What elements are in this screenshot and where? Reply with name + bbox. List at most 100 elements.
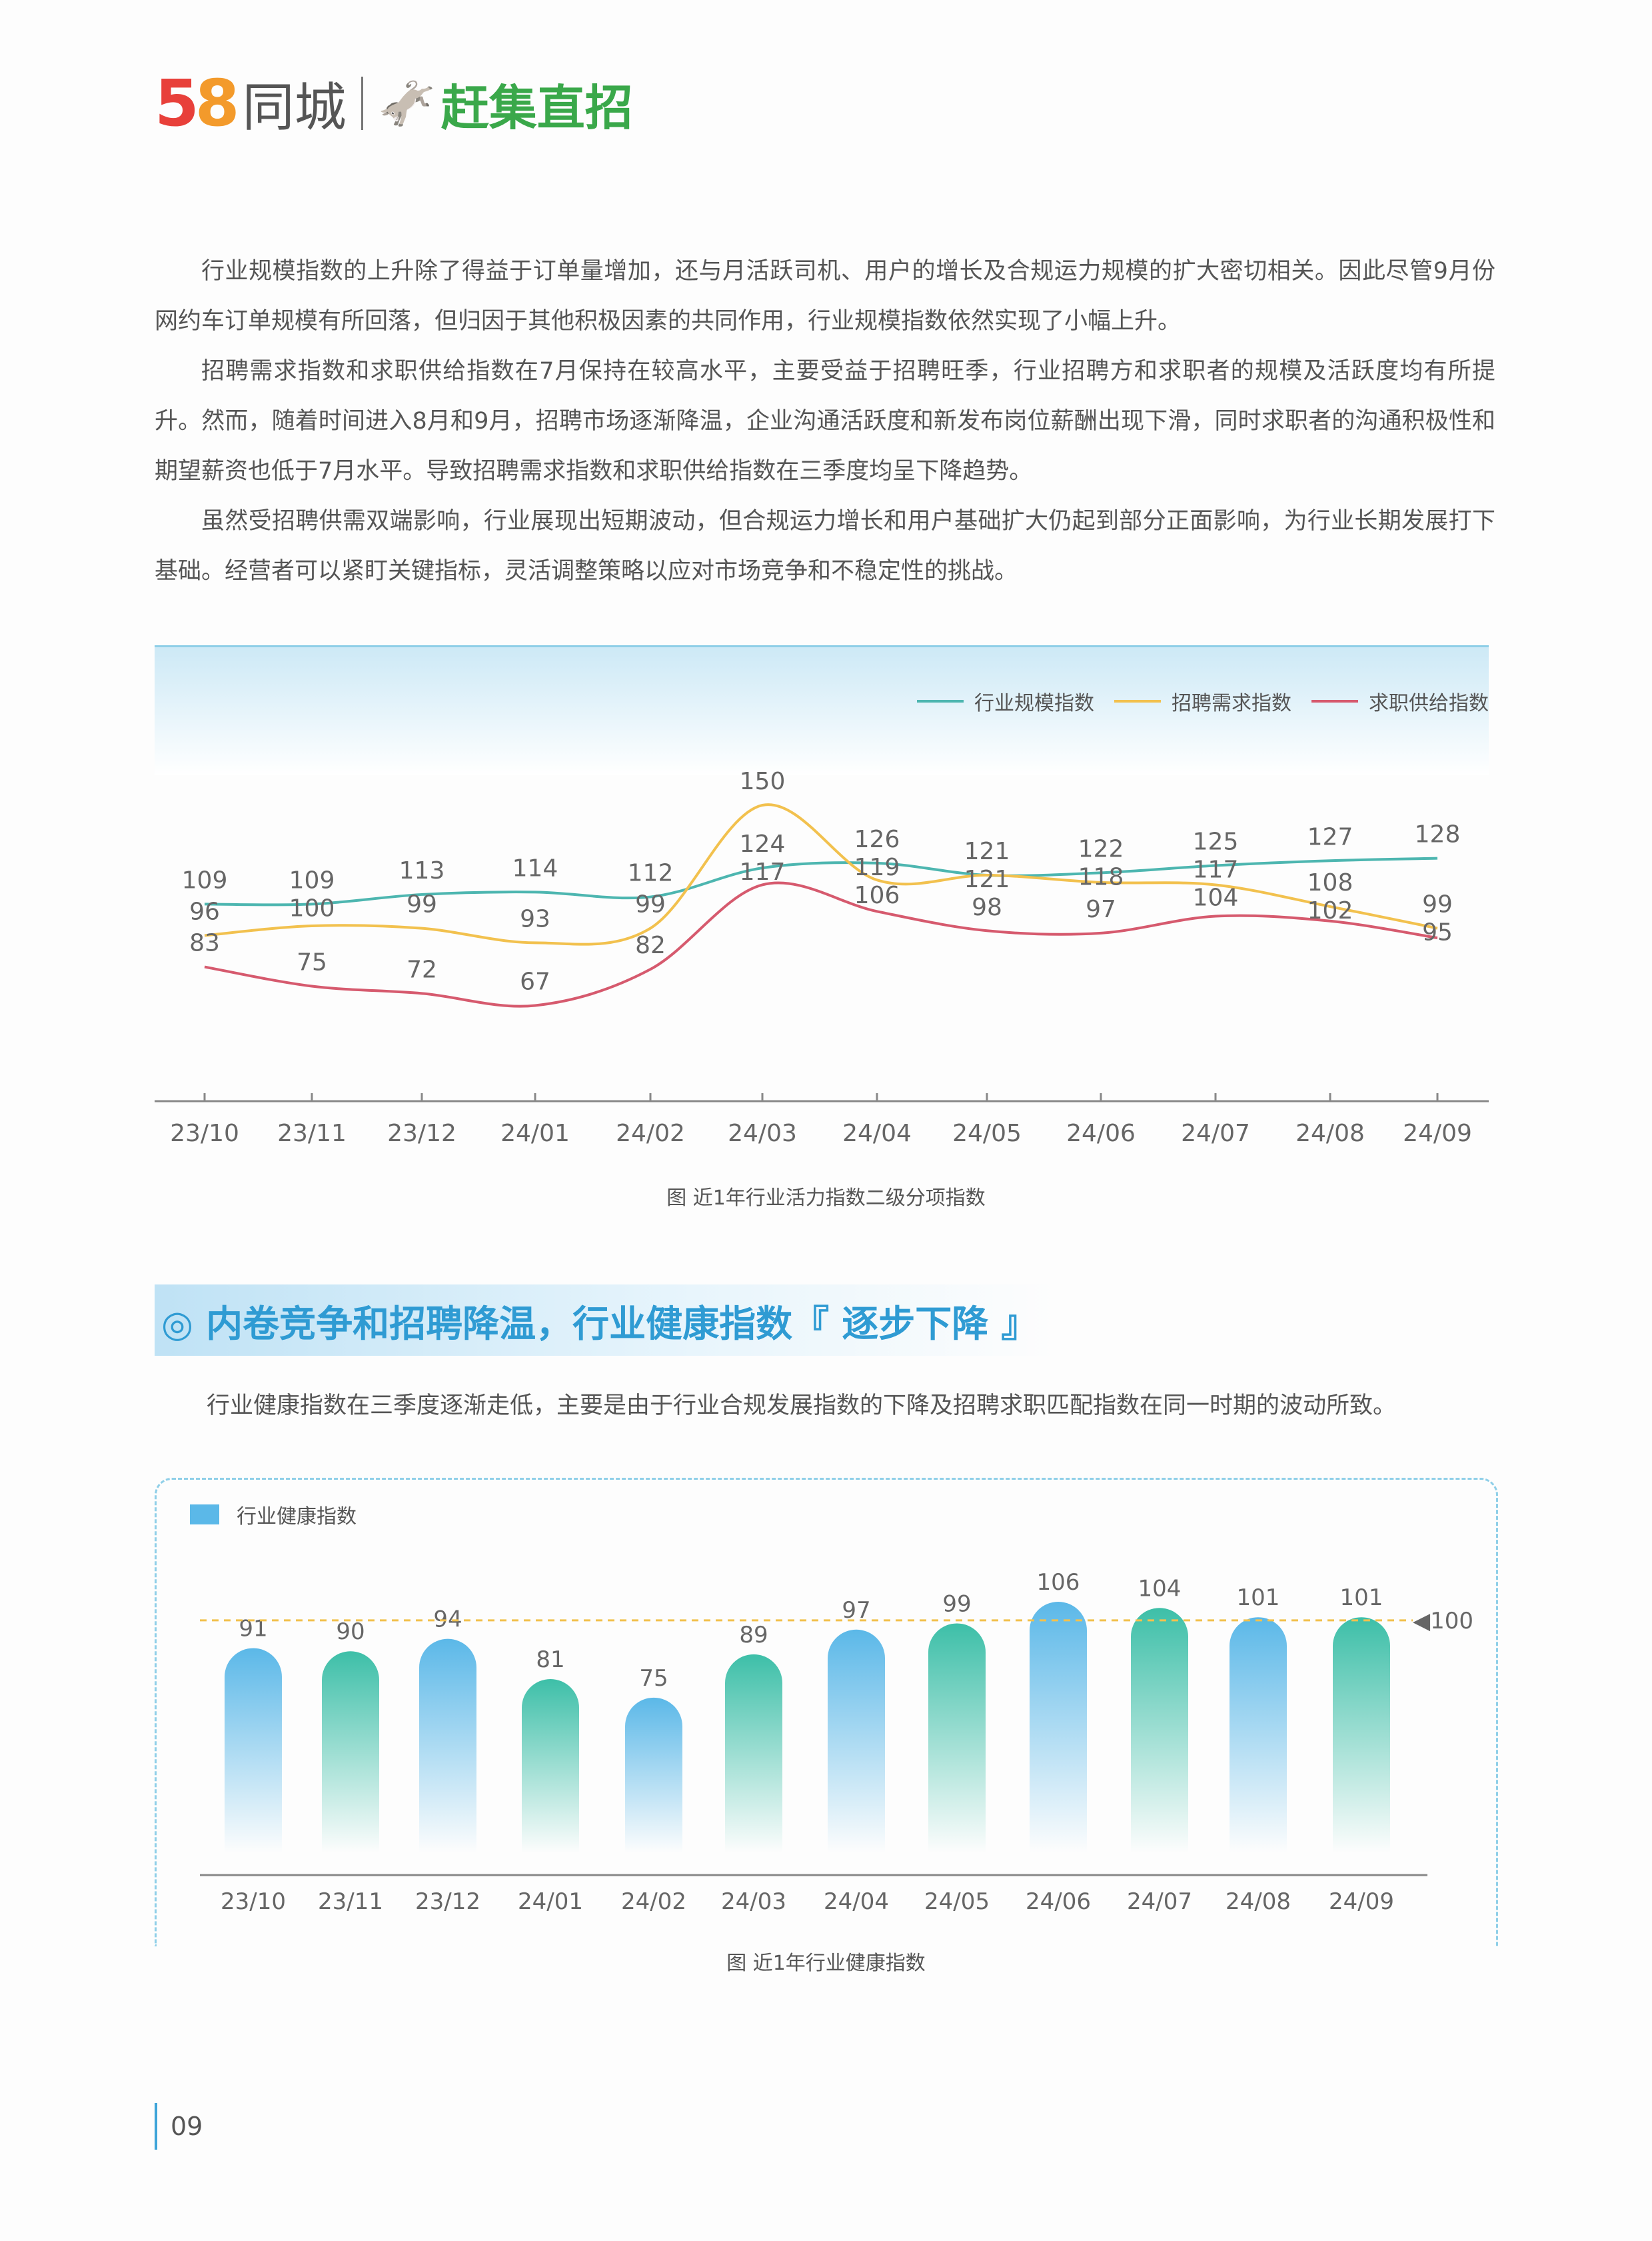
chart2-caption: 图 近1年行业健康指数 bbox=[726, 1952, 926, 1975]
data-label: 108 bbox=[1307, 869, 1353, 897]
bar bbox=[928, 1623, 986, 1853]
data-label: 97 bbox=[1086, 896, 1116, 923]
data-label: 99 bbox=[1422, 891, 1453, 919]
x-tick-label: 24/06 bbox=[1026, 1888, 1091, 1915]
x-tick-label: 24/08 bbox=[1295, 1120, 1365, 1147]
line-chart: 23/10 23/11 23/12 24/01 24/02 24/03 24/04 24/05… bbox=[155, 768, 1489, 1147]
data-label: 126 bbox=[854, 826, 900, 853]
x-tick-label: 23/12 bbox=[387, 1120, 456, 1147]
data-label: 101 bbox=[1237, 1584, 1280, 1611]
x-tick-label: 23/11 bbox=[277, 1120, 347, 1147]
paragraph: 招聘需求指数和求职供给指数在7月保持在较高水平，主要受益于招聘旺季，行业招聘方和… bbox=[155, 358, 1495, 485]
bar bbox=[625, 1697, 682, 1853]
data-label: 93 bbox=[520, 905, 550, 933]
x-tick-label: 24/01 bbox=[518, 1888, 583, 1915]
data-label: 75 bbox=[297, 949, 327, 977]
data-label: 81 bbox=[536, 1646, 564, 1673]
data-label: 125 bbox=[1193, 829, 1239, 856]
series-line-1 bbox=[204, 803, 1438, 946]
x-tick-label: 24/01 bbox=[500, 1120, 570, 1147]
data-label: 121 bbox=[964, 866, 1010, 893]
data-label: 118 bbox=[1078, 863, 1124, 891]
chart1-caption: 图 近1年行业活力指数二级分项指数 bbox=[666, 1186, 986, 1210]
x-tick-label: 23/12 bbox=[415, 1888, 480, 1915]
legend-label: 招聘需求指数 bbox=[1172, 692, 1291, 715]
bar bbox=[725, 1654, 782, 1853]
data-label: 119 bbox=[854, 854, 900, 881]
data-label: 117 bbox=[1193, 857, 1239, 884]
chart1-header-band bbox=[155, 645, 1489, 775]
bar bbox=[828, 1629, 885, 1853]
data-label: 109 bbox=[182, 867, 228, 894]
bar bbox=[1230, 1617, 1287, 1853]
data-label: 112 bbox=[628, 860, 674, 887]
data-label: 104 bbox=[1193, 885, 1239, 912]
data-label: 98 bbox=[972, 894, 1002, 921]
section-paragraph: 行业健康指数在三季度逐渐走低，主要是由于行业合规发展指数的下降及招聘求职匹配指数… bbox=[207, 1392, 1397, 1419]
x-tick-label: 24/05 bbox=[952, 1120, 1022, 1147]
bar bbox=[419, 1638, 476, 1853]
bar bbox=[1333, 1617, 1390, 1853]
logo-tongcheng: 同城 bbox=[242, 78, 347, 138]
data-label: 106 bbox=[1037, 1569, 1080, 1596]
data-label: 82 bbox=[635, 932, 666, 959]
section-heading-bar: ◎ 内卷竞争和招聘降温，行业健康指数『 逐步下降 』 bbox=[155, 1284, 1054, 1356]
x-tick-label: 24/07 bbox=[1181, 1120, 1250, 1147]
data-label: 113 bbox=[399, 857, 445, 885]
chart2-frame bbox=[155, 1478, 1498, 1946]
chart2-legend: 行业健康指数 bbox=[190, 1500, 357, 1529]
data-label: 97 bbox=[842, 1597, 870, 1624]
data-label: 99 bbox=[635, 891, 666, 919]
data-label: 90 bbox=[336, 1618, 365, 1645]
legend-label: 行业健康指数 bbox=[237, 1505, 357, 1528]
data-label: 128 bbox=[1415, 821, 1461, 849]
bar bbox=[1030, 1602, 1087, 1853]
x-tick-label: 24/06 bbox=[1066, 1120, 1136, 1147]
x-tick-label: 24/02 bbox=[621, 1888, 686, 1915]
series-line-2 bbox=[204, 881, 1438, 1008]
data-label: 117 bbox=[740, 859, 786, 886]
legend-label: 行业规模指数 bbox=[974, 692, 1094, 715]
data-label: 99 bbox=[942, 1590, 971, 1617]
x-tick-label: 24/02 bbox=[616, 1120, 685, 1147]
x-tick-label: 24/04 bbox=[824, 1888, 889, 1915]
data-label: 83 bbox=[189, 930, 220, 957]
series-line-0 bbox=[204, 857, 1438, 907]
logo-divider bbox=[361, 77, 363, 130]
data-label: 121 bbox=[964, 838, 1010, 865]
x-tick-label: 24/07 bbox=[1127, 1888, 1192, 1915]
data-label: 150 bbox=[740, 768, 786, 795]
body-text: 行业规模指数的上升除了得益于订单量增加，还与月活跃司机、用户的增长及合规运力规模… bbox=[155, 247, 1495, 597]
bar bbox=[322, 1651, 379, 1853]
chart1-legend: 行业规模指数 招聘需求指数 求职供给指数 bbox=[897, 687, 1489, 716]
x-tick-label: 24/08 bbox=[1226, 1888, 1291, 1915]
logo-58: 58 bbox=[155, 66, 240, 141]
logo-ganji: 赶集直招 bbox=[440, 79, 633, 136]
data-label: 95 bbox=[1422, 919, 1453, 947]
data-label: 89 bbox=[739, 1622, 768, 1648]
logo: 58 同城 🫏 赶集直招 bbox=[155, 63, 633, 143]
bar bbox=[225, 1648, 282, 1853]
bar bbox=[522, 1679, 579, 1853]
data-label: 104 bbox=[1138, 1575, 1182, 1602]
data-label: 96 bbox=[189, 898, 220, 925]
legend-swatch bbox=[917, 700, 964, 703]
data-label: 106 bbox=[854, 882, 900, 909]
bar bbox=[1131, 1608, 1188, 1853]
data-label: 124 bbox=[740, 831, 786, 858]
x-tick-label: 24/09 bbox=[1329, 1888, 1394, 1915]
paragraph: 行业规模指数的上升除了得益于订单量增加，还与月活跃司机、用户的增长及合规运力规模… bbox=[155, 258, 1495, 335]
data-label: 109 bbox=[289, 867, 335, 894]
donkey-mascot-icon: 🫏 bbox=[377, 75, 436, 131]
paragraph: 虽然受招聘供需双端影响，行业展现出短期波动，但合规运力增长和用户基础扩大仍起到部… bbox=[155, 508, 1495, 585]
legend-swatch bbox=[1114, 700, 1161, 703]
data-label: 127 bbox=[1307, 823, 1353, 851]
section-title: ◎ 内卷竞争和招聘降温，行业健康指数『 逐步下降 』 bbox=[161, 1302, 1038, 1345]
data-label: 122 bbox=[1078, 835, 1124, 863]
x-tick-label: 24/05 bbox=[924, 1888, 990, 1915]
x-tick-label: 24/03 bbox=[721, 1888, 786, 1915]
data-label: 101 bbox=[1340, 1584, 1383, 1611]
x-tick-label: 23/10 bbox=[221, 1888, 286, 1915]
legend-swatch bbox=[1311, 700, 1358, 703]
